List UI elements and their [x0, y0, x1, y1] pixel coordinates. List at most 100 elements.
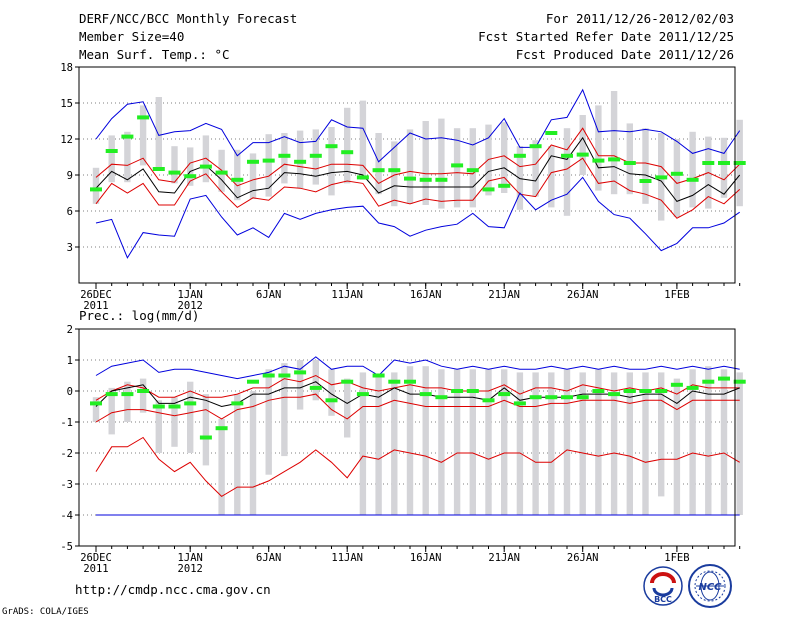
ensemble-marker [451, 163, 464, 168]
ensemble-marker [686, 177, 699, 182]
prec-label: Prec.: log(mm/d) [79, 308, 199, 323]
ensemble-box [406, 129, 414, 204]
y-tick-label: -5 [60, 541, 73, 553]
ensemble-box [124, 131, 131, 183]
ensemble-marker [686, 385, 699, 390]
ensemble-box [501, 122, 508, 193]
ensemble-marker [105, 392, 118, 397]
ensemble-box [171, 146, 178, 184]
ensemble-box [218, 418, 225, 515]
ensemble-box [469, 369, 476, 515]
ensemble-box [155, 400, 162, 453]
ensemble-marker [90, 401, 102, 406]
ensemble-box [453, 369, 461, 515]
ensemble-marker [341, 150, 354, 155]
ensemble-box [406, 366, 414, 515]
y-tick-label: 3 [67, 242, 73, 254]
ensemble-box [375, 375, 382, 515]
ensemble-box [673, 139, 681, 217]
ensemble-box [296, 360, 304, 410]
x-tick-label: 26DEC [80, 289, 112, 301]
x-tick-label: 11JAN [331, 289, 363, 301]
ensemble-marker [231, 177, 244, 182]
ensemble-box [595, 369, 602, 515]
ensemble-marker [545, 395, 558, 400]
x-tick-label: 26DEC [80, 552, 112, 564]
series-line-mean [95, 381, 740, 408]
ensemble-marker [247, 159, 259, 164]
ensemble-box [563, 128, 571, 216]
ensemble-marker [294, 159, 307, 164]
y-tick-label: 0 [67, 386, 73, 398]
forecast-period: For 2011/12/26-2012/02/03 [546, 11, 734, 26]
footer-url[interactable]: http://cmdp.ncc.cma.gov.cn [75, 582, 271, 597]
x-tick-year: 2011 [83, 563, 108, 575]
ensemble-marker [592, 389, 605, 393]
ensemble-marker [278, 153, 291, 158]
x-tick-label: 1JAN [178, 289, 203, 301]
ensemble-box [281, 133, 288, 184]
x-tick-label: 26JAN [567, 552, 599, 564]
y-tick-label: 12 [60, 134, 73, 146]
ensemble-box [673, 378, 681, 515]
ensemble-marker [199, 435, 212, 440]
x-tick-label: 16JAN [410, 552, 442, 564]
ensemble-marker [482, 187, 495, 192]
ensemble-marker [121, 134, 134, 139]
ensemble-marker [718, 376, 730, 381]
ensemble-marker [561, 395, 573, 400]
x-tick-year: 2012 [178, 563, 203, 575]
y-tick-label: -3 [60, 479, 73, 491]
ensemble-box [642, 128, 649, 204]
ensemble-box [265, 134, 272, 197]
ensemble-box [422, 366, 429, 515]
ensemble-marker [608, 157, 621, 162]
fcst-produced: Fcst Produced Date 2011/12/26 [516, 47, 734, 62]
ensemble-box [469, 128, 476, 208]
ensemble-box [642, 372, 649, 515]
ensemble-marker [576, 152, 589, 157]
ensemble-marker [294, 370, 307, 375]
ensemble-marker [655, 175, 668, 180]
ensemble-box [234, 394, 241, 515]
ensemble-marker [670, 382, 683, 387]
ensemble-marker [215, 426, 228, 431]
ensemble-marker [152, 404, 165, 409]
ensemble-box [658, 372, 665, 497]
ensemble-box [155, 97, 162, 169]
ensemble-marker [576, 395, 589, 400]
ensemble-box [548, 372, 555, 515]
ensemble-marker [702, 161, 715, 165]
x-tick-label: 16JAN [410, 289, 442, 301]
x-tick-label: 6JAN [256, 289, 281, 301]
ensemble-marker [247, 379, 259, 384]
x-tick-label: 1FEB [664, 552, 689, 564]
x-tick-year: 2012 [178, 300, 203, 312]
ensemble-marker [545, 131, 558, 135]
ensemble-marker [419, 392, 432, 397]
series-line-min [95, 176, 740, 259]
ensemble-marker [466, 389, 479, 393]
ensemble-box [689, 369, 696, 515]
ensemble-marker [388, 168, 401, 173]
ensemble-marker [655, 389, 668, 393]
ensemble-box [234, 149, 241, 201]
member-size: Member Size=40 [79, 29, 184, 44]
ensemble-box [249, 391, 257, 515]
ensemble-box [485, 369, 492, 515]
ensemble-box [720, 369, 728, 515]
ensemble-marker [623, 389, 636, 393]
ensemble-marker [639, 389, 652, 393]
ensemble-box [720, 137, 728, 198]
ensemble-box [532, 372, 539, 515]
ensemble-marker [90, 187, 102, 192]
ensemble-marker [341, 379, 354, 384]
x-tick-label: 6JAN [256, 552, 281, 564]
ensemble-box [375, 133, 382, 195]
ensemble-box [344, 378, 351, 438]
ensemble-box [516, 372, 524, 515]
ensemble-box [187, 381, 194, 453]
series-line-min [95, 436, 740, 498]
ensemble-marker [435, 177, 448, 182]
ensemble-marker [498, 392, 511, 397]
